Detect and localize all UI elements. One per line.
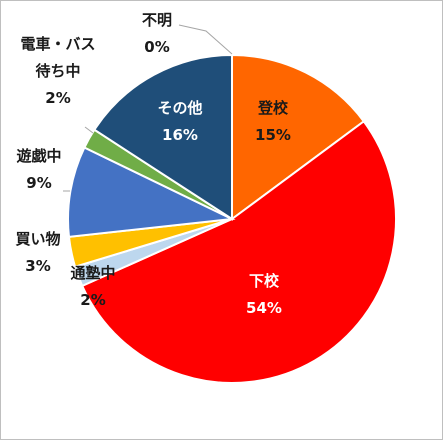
slice-6-name: 電車・バス (20, 35, 95, 53)
slice-3-percent: 2% (80, 291, 105, 309)
slice-5-label: 遊戯中 9% (16, 147, 61, 192)
slice-3-label: 通塾中 2% (70, 264, 115, 309)
slice-6-label: 電車・バス待ち中 2% (20, 35, 95, 107)
slice-5-percent: 9% (26, 174, 51, 192)
slice-0-label: 不明 0% (142, 11, 172, 56)
slice-2-percent: 54% (246, 299, 282, 317)
slice-7 (93, 53, 233, 221)
slice-0-name: 不明 (142, 11, 172, 29)
slice-5-name: 遊戯中 (16, 147, 61, 165)
slice-7-percent: 16% (162, 126, 198, 144)
slice-7-name: その他 (157, 99, 202, 117)
slice-4-percent: 3% (25, 257, 50, 275)
slice-2 (80, 119, 397, 384)
slice-1-label: 登校 15% (255, 99, 291, 144)
slice-4-name: 買い物 (15, 230, 60, 248)
data-labels: 不明 0% 登校 15% 下校 54% 通塾中 2% 買い物 3% 遊戯中 9% 電車・バス待ち中 2% そ… (15, 11, 290, 317)
slice-6-leader-line (84, 126, 94, 134)
slice-7-label: その他 16% (157, 99, 202, 144)
slice-6-name: 待ち中 (35, 62, 80, 80)
slice-3-name: 通塾中 (70, 264, 115, 282)
leader-lines (63, 24, 233, 192)
slice-1-name: 登校 (257, 99, 289, 117)
slice-5 (67, 146, 236, 238)
slice-0-leader-line (178, 24, 233, 55)
slice-1-percent: 15% (255, 126, 291, 144)
slice-6-percent: 2% (45, 89, 70, 107)
slice-1 (231, 53, 366, 221)
slice-2-label: 下校 54% (246, 272, 282, 317)
pie-slices (67, 53, 397, 384)
slice-2-name: 下校 (249, 272, 280, 290)
slice-4-label: 買い物 3% (15, 230, 60, 275)
slice-0-percent: 0% (144, 38, 169, 56)
